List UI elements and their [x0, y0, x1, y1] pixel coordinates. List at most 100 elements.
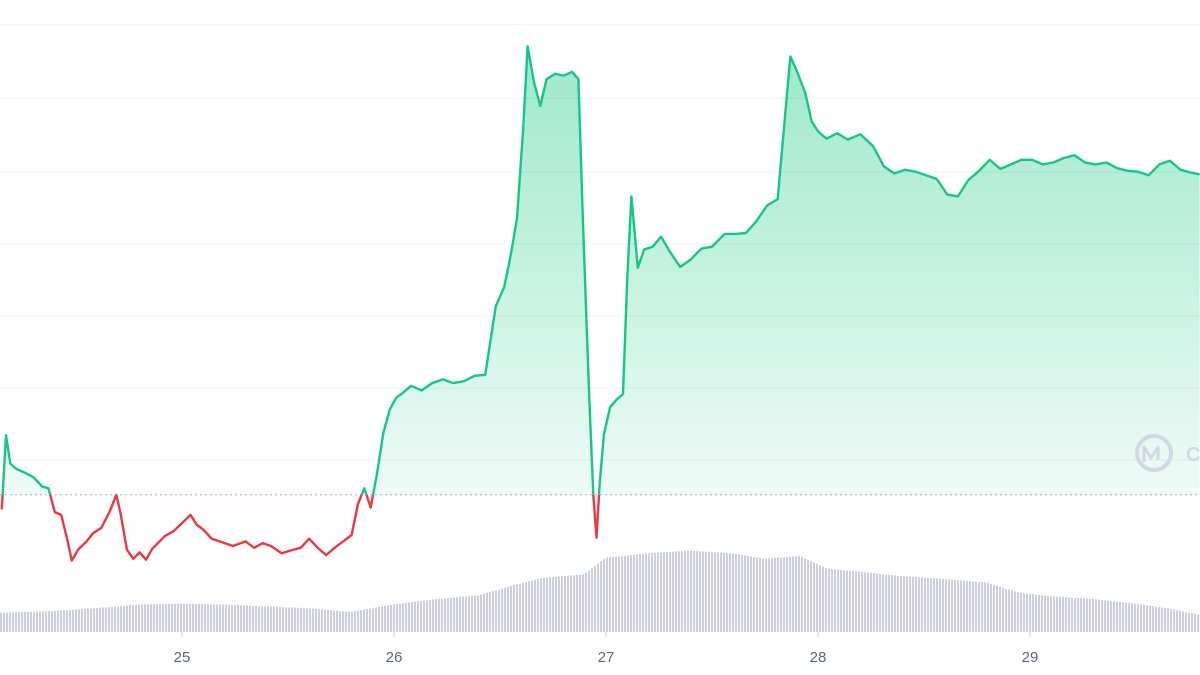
volume-bar [96, 607, 98, 632]
volume-bar [387, 605, 389, 632]
volume-bar [1143, 604, 1145, 632]
volume-bars [0, 550, 1199, 632]
volume-bar [906, 576, 908, 632]
volume-bar [993, 584, 995, 632]
volume-bar [837, 569, 839, 632]
volume-bar [723, 552, 725, 632]
volume-bar [966, 580, 968, 632]
volume-bar [201, 604, 203, 632]
volume-bar [372, 608, 374, 632]
volume-bar [1101, 600, 1103, 632]
volume-bar [939, 578, 941, 632]
volume-bar [1197, 614, 1199, 632]
volume-bar [540, 578, 542, 632]
volume-bar [42, 611, 44, 632]
volume-bar [843, 570, 845, 632]
volume-bar [957, 580, 959, 632]
volume-bar [549, 577, 551, 632]
volume-bar [81, 609, 83, 632]
volume-bar [696, 551, 698, 632]
volume-bar [36, 611, 38, 632]
volume-bar [1068, 597, 1070, 632]
volume-bar [741, 554, 743, 632]
volume-bar [243, 605, 245, 632]
volume-bar [1041, 595, 1043, 632]
volume-bar [1176, 610, 1178, 632]
volume-bar [315, 608, 317, 632]
volume-bar [1011, 590, 1013, 632]
volume-bar [744, 555, 746, 632]
volume-bar [627, 555, 629, 632]
volume-bar [225, 604, 227, 632]
volume-bar [1191, 613, 1193, 632]
volume-bar [1167, 608, 1169, 632]
volume-bar [1008, 589, 1010, 632]
volume-bar [417, 601, 419, 632]
volume-bar [975, 581, 977, 632]
volume-bar [771, 558, 773, 632]
volume-bar [717, 552, 719, 632]
volume-bar [459, 596, 461, 632]
volume-bar [879, 573, 881, 632]
volume-bar [1071, 597, 1073, 632]
volume-bar [702, 551, 704, 632]
volume-bar [420, 600, 422, 632]
volume-bar [603, 558, 605, 632]
volume-bar [66, 610, 68, 632]
volume-bar [756, 557, 758, 632]
volume-bar [846, 570, 848, 632]
volume-bar [24, 611, 26, 632]
volume-bar [1029, 593, 1031, 632]
volume-bar [804, 558, 806, 632]
volume-bar [342, 611, 344, 632]
volume-bar [861, 571, 863, 632]
volume-bar [486, 592, 488, 632]
volume-bar [177, 603, 179, 632]
volume-bar [570, 575, 572, 632]
volume-bar [150, 604, 152, 632]
volume-bar [873, 573, 875, 632]
volume-bar [657, 552, 659, 632]
volume-bar [300, 607, 302, 632]
volume-bar [444, 598, 446, 632]
volume-bar [255, 605, 257, 632]
volume-bar [288, 607, 290, 632]
volume-bar [207, 604, 209, 632]
volume-bar [450, 597, 452, 632]
volume-bar [1098, 599, 1100, 632]
volume-bar [969, 581, 971, 632]
volume-bar [72, 609, 74, 632]
volume-bar [1065, 597, 1067, 632]
volume-bar [168, 603, 170, 632]
volume-bar [663, 552, 665, 632]
volume-bar [987, 582, 989, 632]
volume-bar [867, 572, 869, 632]
volume-bar [147, 604, 149, 632]
volume-bar [567, 575, 569, 632]
volume-bar [174, 603, 176, 632]
volume-bar [1179, 610, 1181, 632]
volume-bar [3, 612, 5, 632]
volume-bar [195, 603, 197, 632]
volume-bar [666, 552, 668, 632]
volume-bar [840, 569, 842, 632]
volume-bar [888, 574, 890, 632]
volume-bar [252, 605, 254, 632]
volume-bar [606, 557, 608, 632]
volume-bar [261, 606, 263, 632]
volume-bar [1161, 607, 1163, 632]
volume-bar [99, 607, 101, 632]
volume-bar [1050, 596, 1052, 632]
volume-bar [1035, 594, 1037, 632]
volume-bar [6, 612, 8, 632]
volume-bar [732, 553, 734, 632]
volume-bar [795, 556, 797, 632]
volume-bar [489, 591, 491, 632]
volume-bar [711, 551, 713, 632]
volume-bar [69, 609, 71, 632]
volume-bar [690, 550, 692, 632]
volume-bar [414, 601, 416, 632]
volume-bar [1056, 596, 1058, 632]
volume-bar [1182, 611, 1184, 632]
volume-bar [561, 576, 563, 632]
